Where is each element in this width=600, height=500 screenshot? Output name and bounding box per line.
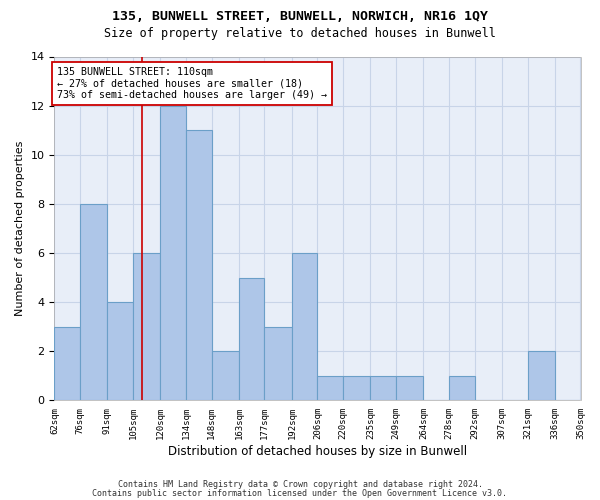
- Bar: [160, 106, 186, 401]
- Text: Contains HM Land Registry data © Crown copyright and database right 2024.: Contains HM Land Registry data © Crown c…: [118, 480, 482, 489]
- Bar: [239, 278, 265, 400]
- Y-axis label: Number of detached properties: Number of detached properties: [15, 141, 25, 316]
- Bar: [212, 352, 239, 401]
- Text: Size of property relative to detached houses in Bunwell: Size of property relative to detached ho…: [104, 28, 496, 40]
- Bar: [449, 376, 475, 400]
- Text: 135, BUNWELL STREET, BUNWELL, NORWICH, NR16 1QY: 135, BUNWELL STREET, BUNWELL, NORWICH, N…: [112, 10, 488, 23]
- Text: Contains public sector information licensed under the Open Government Licence v3: Contains public sector information licen…: [92, 489, 508, 498]
- Bar: [265, 326, 292, 400]
- Bar: [186, 130, 212, 400]
- Bar: [396, 376, 424, 400]
- Bar: [292, 253, 317, 400]
- Bar: [80, 204, 107, 400]
- Bar: [317, 376, 343, 400]
- X-axis label: Distribution of detached houses by size in Bunwell: Distribution of detached houses by size …: [168, 444, 467, 458]
- Bar: [133, 253, 160, 400]
- Text: 135 BUNWELL STREET: 110sqm
← 27% of detached houses are smaller (18)
73% of semi: 135 BUNWELL STREET: 110sqm ← 27% of deta…: [57, 67, 327, 100]
- Bar: [343, 376, 370, 400]
- Bar: [370, 376, 396, 400]
- Bar: [55, 326, 80, 400]
- Bar: [527, 352, 555, 401]
- Bar: [107, 302, 133, 400]
